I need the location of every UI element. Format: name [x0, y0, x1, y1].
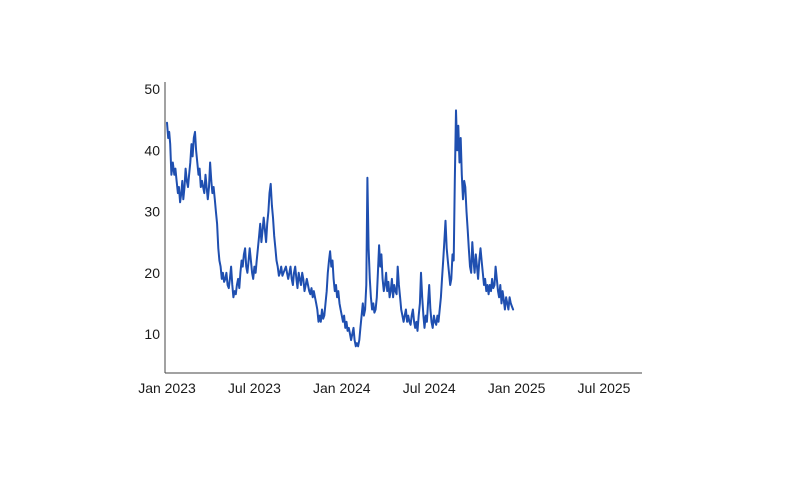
y-tick-label: 10 — [144, 326, 160, 342]
x-tick-label: Jan 2024 — [313, 380, 371, 396]
x-tick-label: Jan 2023 — [138, 380, 196, 396]
series-layer — [166, 109, 515, 348]
series-line — [166, 109, 515, 348]
y-tick-label: 30 — [144, 204, 160, 220]
y-tick-label: 20 — [144, 265, 160, 281]
x-tick-label: Jul 2025 — [578, 380, 631, 396]
y-tick-label: 50 — [144, 81, 160, 97]
x-tick-label: Jul 2024 — [403, 380, 456, 396]
x-axis: Jan 2023 Jul 2023 Jan 2024 Jul 2024 Jan 2025… — [138, 372, 642, 396]
y-tick-label: 40 — [144, 142, 160, 158]
y-axis: 10 20 30 40 50 — [144, 81, 166, 373]
x-tick-label: Jan 2025 — [488, 380, 546, 396]
x-tick-label: Jul 2023 — [228, 380, 281, 396]
